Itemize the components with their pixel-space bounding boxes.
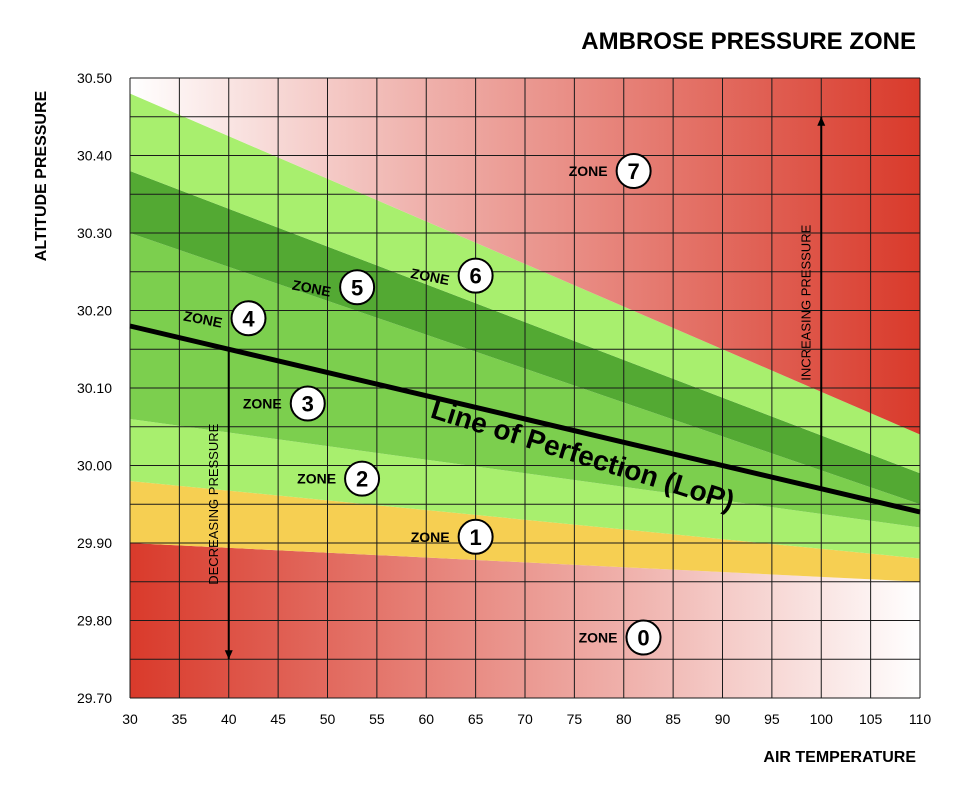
zone-0-label: ZONE 0 [579, 619, 662, 656]
y-tick-label: 30.50 [77, 70, 112, 86]
x-tick-label: 65 [468, 711, 484, 727]
x-tick-label: 100 [810, 711, 834, 727]
chart-title: AMBROSE PRESSURE ZONE [581, 28, 916, 55]
zone-7-label: ZONE 7 [569, 153, 652, 189]
zone-number-circle [344, 460, 381, 497]
y-tick-label: 30.00 [77, 458, 112, 474]
zone-number: 4 [242, 306, 255, 331]
y-tick-label: 30.20 [77, 303, 112, 319]
zone-5-label: ZONE 5 [291, 269, 376, 306]
y-tick-label: 29.80 [77, 613, 112, 629]
x-tick-label: 60 [418, 711, 434, 727]
zone-word: ZONE [297, 471, 336, 487]
zone-number-circle [289, 385, 326, 422]
zone-number-circle [230, 300, 267, 337]
zone-word: ZONE [409, 265, 450, 288]
y-tick-label: 30.30 [77, 225, 112, 241]
zone-4-label: ZONE 4 [182, 300, 267, 337]
x-tick-label: 75 [567, 711, 583, 727]
zone-number-circle [339, 269, 376, 306]
zone-number-circle [625, 619, 662, 656]
zone-number: 0 [637, 626, 649, 651]
y-axis-title: ALTITUDE PRESSURE [33, 90, 50, 261]
pressure-annotation-label: DECREASING PRESSURE [206, 423, 221, 584]
zone-2-label: ZONE 2 [297, 460, 381, 497]
zone-3-label: ZONE 3 [243, 385, 326, 422]
zone-number-circle [457, 257, 494, 294]
y-tick-label: 30.40 [77, 148, 112, 164]
zone-1-label: ZONE 1 [411, 518, 494, 555]
tick-labels: 30 35 40 45 50 55 60 65 70 75 80 85 90 95 100 105 11030.… [77, 70, 931, 727]
y-tick-label: 29.90 [77, 535, 112, 551]
x-tick-label: 45 [270, 711, 286, 727]
x-tick-label: 110 [909, 711, 932, 727]
line-of-perfection [129, 323, 921, 515]
x-tick-label: 35 [172, 711, 188, 727]
zone-number-circle [457, 518, 494, 555]
zone-labels: ZONE 0 ZONE 1 ZONE 2 ZONE 3 ZONE 4 ZONE 5 ZONE 6 ZONE 7 [182, 153, 662, 656]
zone-number-circle [615, 153, 652, 189]
pressure-arrowhead [224, 650, 233, 660]
zone-number: 2 [356, 467, 368, 492]
x-tick-label: 30 [122, 711, 138, 727]
pressure-annotation-label: INCREASING PRESSURE [798, 224, 813, 380]
x-tick-label: 50 [320, 711, 336, 727]
zone-number: 7 [628, 159, 640, 184]
x-axis-title: AIR TEMPERATURE [763, 749, 916, 766]
zone-word: ZONE [569, 163, 608, 179]
x-tick-label: 85 [665, 711, 681, 727]
zone-number: 3 [302, 392, 314, 417]
x-tick-label: 95 [764, 711, 780, 727]
zone-word: ZONE [411, 529, 450, 545]
y-tick-label: 30.10 [77, 380, 112, 396]
x-tick-label: 80 [616, 711, 632, 727]
zone-word: ZONE [182, 308, 223, 331]
x-tick-label: 90 [715, 711, 731, 727]
zone-6-label: ZONE 6 [409, 257, 494, 294]
pressure-arrowhead [817, 116, 826, 126]
zone-number: 6 [470, 264, 482, 289]
x-tick-label: 105 [859, 711, 883, 727]
y-tick-label: 29.70 [77, 690, 112, 706]
zone-word: ZONE [579, 630, 618, 646]
zone-word: ZONE [243, 396, 282, 412]
zone-number: 5 [351, 275, 363, 300]
x-tick-label: 70 [517, 711, 533, 727]
x-tick-label: 40 [221, 711, 237, 727]
zone-word: ZONE [291, 277, 332, 300]
zone-number: 1 [470, 525, 482, 550]
grid-lines [129, 77, 921, 699]
pressure-annotations: DECREASING PRESSURE INCREASING PRESSURE [206, 116, 826, 660]
x-tick-label: 55 [369, 711, 385, 727]
